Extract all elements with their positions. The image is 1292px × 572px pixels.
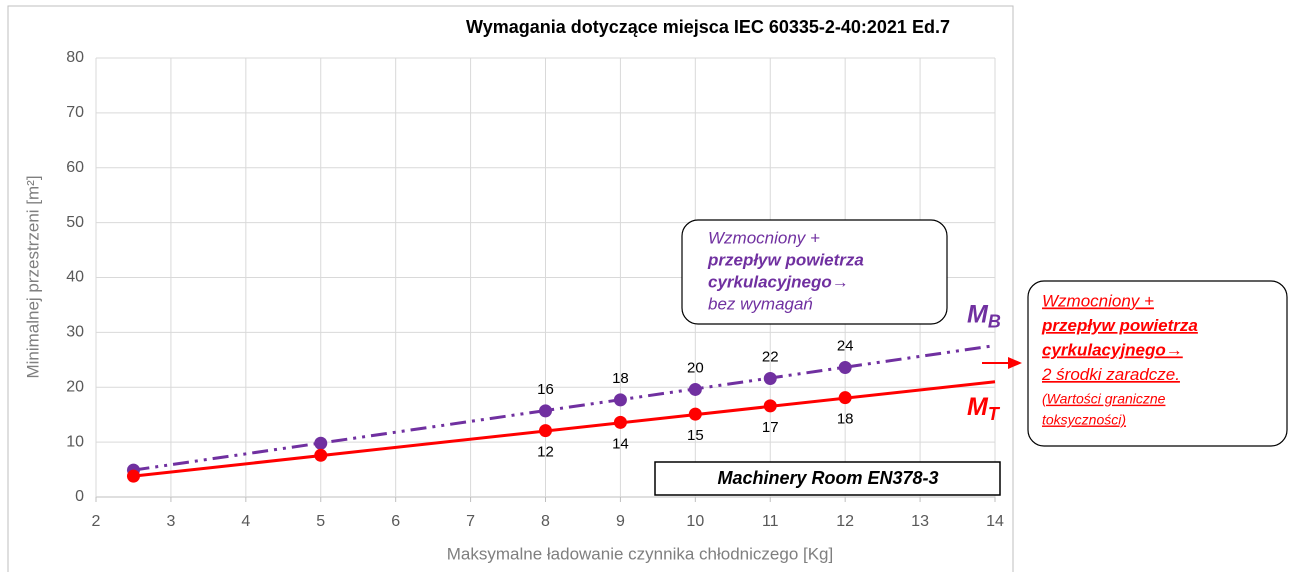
- annotation-line: (Wartości graniczne: [1042, 391, 1166, 407]
- data-label: 12: [537, 444, 554, 461]
- x-tick-label: 6: [391, 513, 400, 530]
- annotation-line: bez wymagań: [708, 294, 813, 313]
- marker: [539, 404, 552, 418]
- annotation-line: cyrkulacyjnego→: [708, 272, 849, 291]
- chart-title: Wymagania dotyczące miejsca IEC 60335-2-…: [466, 17, 950, 37]
- data-label: 24: [837, 337, 854, 354]
- x-tick-label: 3: [166, 513, 175, 530]
- data-label: 17: [762, 419, 779, 436]
- series-label-sub: T: [988, 404, 1001, 424]
- y-tick-label: 40: [66, 269, 84, 286]
- x-tick-label: 7: [466, 513, 475, 530]
- annotation-line: Wzmocniony +: [708, 228, 820, 247]
- data-label: 22: [762, 348, 779, 365]
- x-tick-label: 10: [686, 513, 704, 530]
- x-tick-label: 2: [92, 513, 101, 530]
- marker: [126, 469, 140, 483]
- data-label: 15: [687, 427, 704, 444]
- grid: [95, 57, 996, 502]
- annotation-line: cyrkulacyjnego→: [1042, 340, 1183, 359]
- marker: [763, 371, 777, 385]
- y-tick-label: 80: [66, 49, 84, 66]
- marker: [688, 382, 702, 396]
- x-axis-label: Maksymalne ładowanie czynnika chłodnicze…: [447, 544, 833, 563]
- y-tick-label: 10: [66, 433, 84, 450]
- marker: [838, 360, 852, 374]
- x-tick-label: 9: [616, 513, 625, 530]
- series-label-main: M: [967, 392, 989, 420]
- marker: [613, 393, 627, 407]
- y-tick-label: 30: [66, 324, 84, 341]
- data-label: 20: [687, 359, 704, 376]
- series-label: MT: [967, 392, 1001, 423]
- x-tick-label: 4: [241, 513, 250, 530]
- x-tick-label: 8: [541, 513, 550, 530]
- x-tick-label: 5: [316, 513, 325, 530]
- marker: [763, 399, 777, 413]
- y-tick-label: 60: [66, 159, 84, 176]
- data-label: 16: [537, 381, 554, 398]
- y-tick-label: 70: [66, 104, 84, 121]
- series-label-sub: B: [988, 311, 1001, 331]
- marker: [688, 407, 702, 421]
- note-box: [654, 461, 1001, 496]
- x-tick-label: 13: [911, 513, 929, 530]
- annotation-line: toksyczności): [1042, 412, 1126, 428]
- note: Machinery Room EN378-3: [717, 468, 938, 488]
- marker: [838, 391, 852, 405]
- annotation-line: Wzmocniony +: [1042, 291, 1154, 310]
- annotation-line: 2 środki zaradcze.: [1041, 365, 1180, 384]
- data-label: 14: [612, 435, 629, 452]
- arrow-head: [1008, 357, 1022, 369]
- marker: [539, 424, 552, 438]
- marker: [314, 436, 328, 450]
- annotation-box: [1027, 280, 1288, 447]
- annotation-box: [681, 219, 948, 325]
- annotation-line: przepływ powietrza: [1041, 316, 1198, 335]
- x-tick-label: 12: [836, 513, 854, 530]
- y-tick-label: 50: [66, 214, 84, 231]
- marker: [314, 448, 328, 462]
- data-label: 18: [837, 411, 854, 428]
- data-label: 18: [612, 370, 629, 387]
- x-tick-label: 14: [986, 513, 1004, 530]
- y-tick-label: 0: [75, 488, 84, 505]
- y-tick-label: 20: [66, 378, 84, 395]
- marker: [613, 415, 627, 429]
- series-label-main: M: [967, 300, 989, 328]
- series-label: MB: [967, 300, 1001, 331]
- y-axis-label: Minimalnej przestrzeni [m²]: [23, 175, 42, 378]
- annotation-line: przepływ powietrza: [707, 250, 864, 269]
- x-tick-label: 11: [762, 513, 779, 530]
